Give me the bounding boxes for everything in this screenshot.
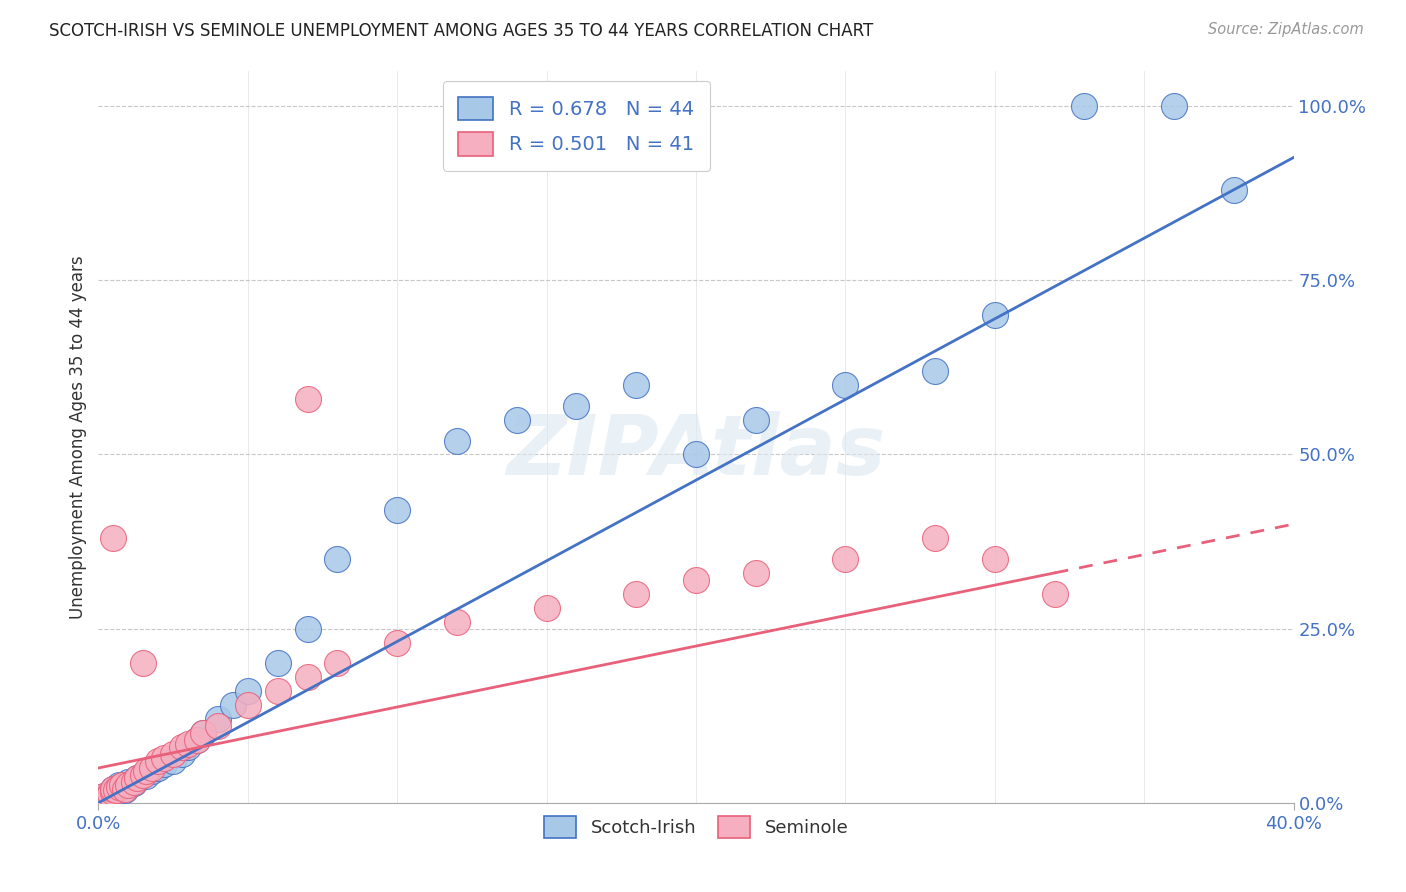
Scotch-Irish	[267, 657, 290, 671]
Seminole	[103, 531, 125, 545]
Seminole	[297, 392, 319, 406]
Scotch-Irish	[124, 776, 146, 790]
Seminole	[135, 764, 157, 779]
Y-axis label: Unemployment Among Ages 35 to 44 years: Unemployment Among Ages 35 to 44 years	[69, 255, 87, 619]
Scotch-Irish	[191, 726, 214, 740]
Seminole	[98, 788, 122, 802]
Seminole	[385, 635, 409, 649]
Scotch-Irish	[117, 775, 139, 789]
Seminole	[834, 552, 856, 566]
Scotch-Irish	[565, 399, 588, 413]
Scotch-Irish	[1163, 99, 1185, 113]
Seminole	[111, 778, 134, 792]
Scotch-Irish	[127, 772, 149, 786]
Seminole	[186, 733, 208, 747]
Seminole	[177, 737, 200, 751]
Scotch-Irish	[98, 788, 122, 802]
Seminole	[1043, 587, 1066, 601]
Seminole	[132, 768, 155, 782]
Scotch-Irish	[141, 764, 163, 779]
Scotch-Irish	[117, 778, 139, 792]
Scotch-Irish	[172, 747, 194, 761]
Scotch-Irish	[105, 783, 128, 797]
Legend: Scotch-Irish, Seminole: Scotch-Irish, Seminole	[536, 808, 856, 845]
Seminole	[924, 531, 946, 545]
Seminole	[132, 657, 155, 671]
Scotch-Irish	[90, 792, 112, 806]
Seminole	[114, 781, 136, 796]
Seminole	[93, 789, 115, 803]
Seminole	[236, 698, 259, 713]
Seminole	[124, 775, 146, 789]
Seminole	[536, 600, 558, 615]
Scotch-Irish	[834, 377, 856, 392]
Scotch-Irish	[108, 778, 131, 792]
Text: ZIPAtlas: ZIPAtlas	[506, 411, 886, 492]
Scotch-Irish	[1223, 183, 1246, 197]
Seminole	[984, 552, 1007, 566]
Seminole	[685, 573, 707, 587]
Scotch-Irish	[506, 412, 529, 426]
Seminole	[446, 615, 468, 629]
Scotch-Irish	[103, 781, 125, 796]
Seminole	[745, 566, 768, 580]
Seminole	[207, 719, 229, 733]
Scotch-Irish	[297, 622, 319, 636]
Seminole	[103, 785, 125, 799]
Scotch-Irish	[207, 712, 229, 726]
Seminole	[117, 778, 139, 792]
Scotch-Irish	[96, 790, 118, 805]
Scotch-Irish	[162, 754, 184, 768]
Seminole	[297, 670, 319, 684]
Scotch-Irish	[111, 780, 134, 795]
Text: Source: ZipAtlas.com: Source: ZipAtlas.com	[1208, 22, 1364, 37]
Scotch-Irish	[626, 377, 648, 392]
Scotch-Irish	[103, 785, 125, 799]
Seminole	[626, 587, 648, 601]
Scotch-Irish	[148, 761, 170, 775]
Scotch-Irish	[326, 552, 349, 566]
Scotch-Irish	[222, 698, 245, 713]
Scotch-Irish	[745, 412, 768, 426]
Seminole	[90, 792, 112, 806]
Scotch-Irish	[132, 768, 155, 782]
Scotch-Irish	[143, 761, 166, 775]
Scotch-Irish	[685, 448, 707, 462]
Scotch-Irish	[385, 503, 409, 517]
Scotch-Irish	[177, 740, 200, 755]
Seminole	[191, 726, 214, 740]
Scotch-Irish	[186, 733, 208, 747]
Scotch-Irish	[93, 789, 115, 803]
Seminole	[105, 783, 128, 797]
Seminole	[326, 657, 349, 671]
Scotch-Irish	[114, 783, 136, 797]
Scotch-Irish	[1073, 99, 1095, 113]
Seminole	[108, 780, 131, 795]
Seminole	[172, 740, 194, 755]
Seminole	[267, 684, 290, 698]
Scotch-Irish	[135, 769, 157, 783]
Seminole	[103, 781, 125, 796]
Seminole	[96, 790, 118, 805]
Seminole	[153, 750, 176, 764]
Scotch-Irish	[924, 364, 946, 378]
Seminole	[141, 761, 163, 775]
Scotch-Irish	[984, 308, 1007, 322]
Scotch-Irish	[446, 434, 468, 448]
Text: SCOTCH-IRISH VS SEMINOLE UNEMPLOYMENT AMONG AGES 35 TO 44 YEARS CORRELATION CHAR: SCOTCH-IRISH VS SEMINOLE UNEMPLOYMENT AM…	[49, 22, 873, 40]
Seminole	[127, 772, 149, 786]
Scotch-Irish	[236, 684, 259, 698]
Seminole	[162, 747, 184, 761]
Scotch-Irish	[153, 757, 176, 772]
Seminole	[148, 754, 170, 768]
